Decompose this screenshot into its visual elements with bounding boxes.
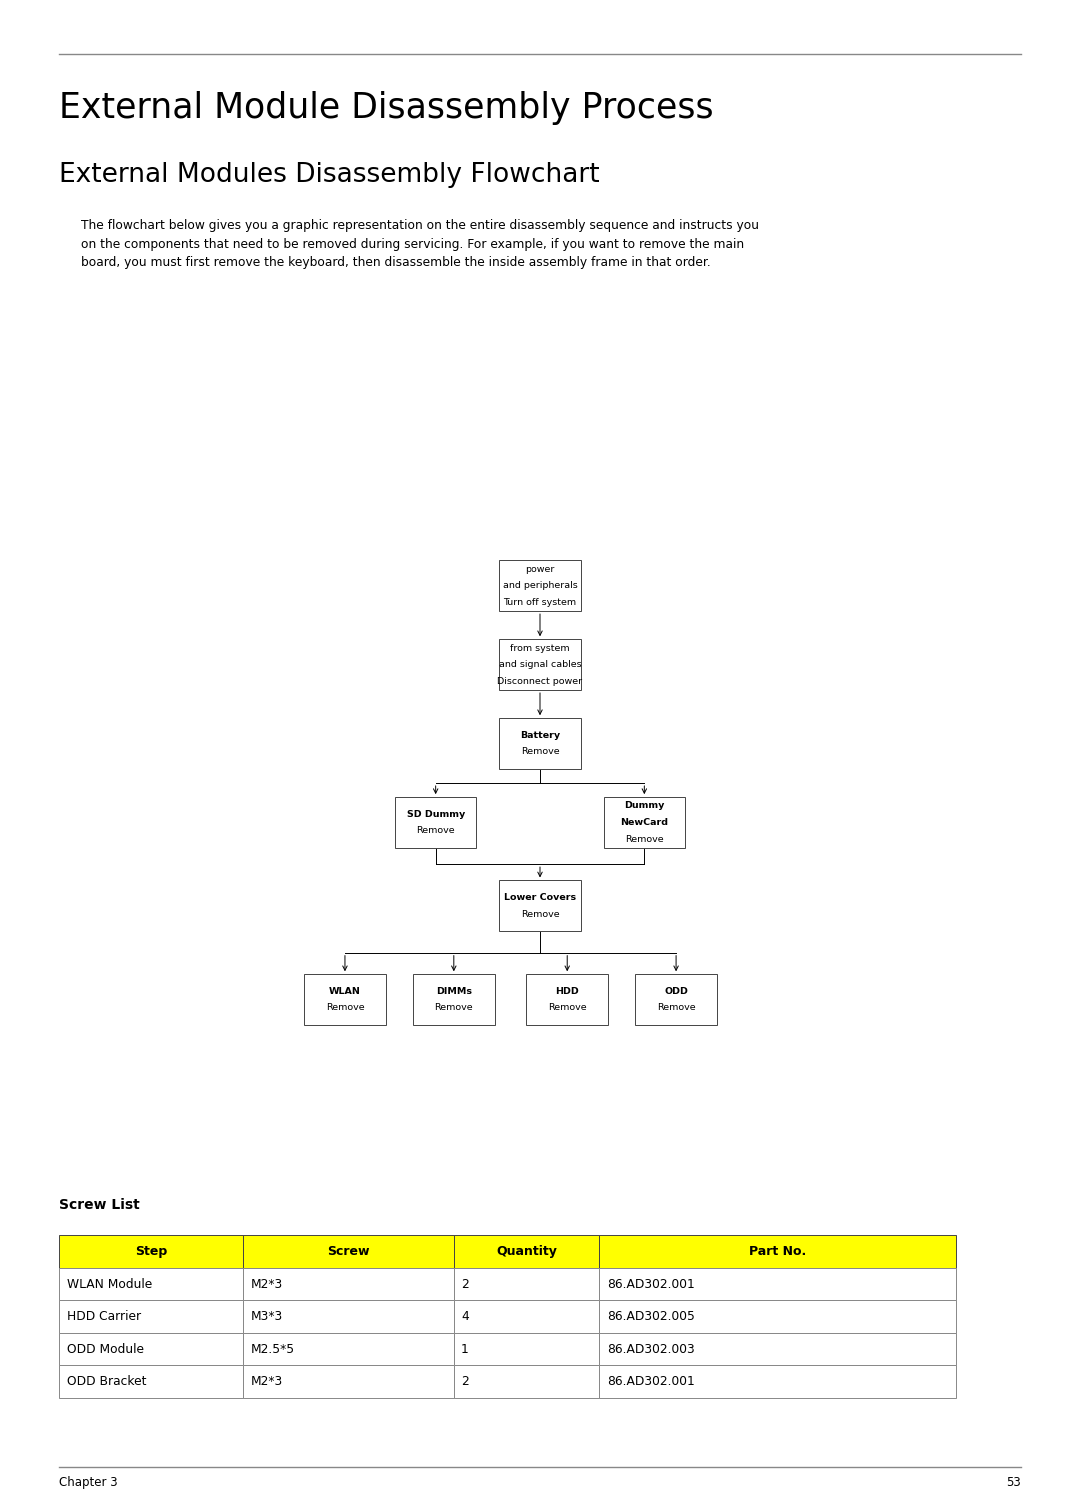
Text: M3*3: M3*3 bbox=[251, 1309, 283, 1323]
Text: Remove: Remove bbox=[417, 827, 455, 835]
Text: Chapter 3: Chapter 3 bbox=[59, 1476, 118, 1489]
Bar bbox=[243, 1300, 454, 1334]
Text: Remove: Remove bbox=[548, 1004, 586, 1013]
Bar bbox=[454, 1334, 599, 1365]
Text: Disconnect power: Disconnect power bbox=[498, 677, 582, 686]
Bar bbox=[243, 1267, 454, 1300]
Bar bbox=[499, 561, 581, 611]
Text: from system: from system bbox=[510, 644, 570, 653]
Bar bbox=[454, 1235, 599, 1267]
Text: 1: 1 bbox=[461, 1343, 469, 1356]
Text: DIMMs: DIMMs bbox=[436, 987, 472, 996]
Text: HDD Carrier: HDD Carrier bbox=[67, 1309, 141, 1323]
Text: 86.AD302.001: 86.AD302.001 bbox=[607, 1374, 694, 1388]
Bar bbox=[243, 1334, 454, 1365]
Text: Remove: Remove bbox=[657, 1004, 696, 1013]
Bar bbox=[499, 718, 581, 770]
Bar bbox=[454, 1267, 599, 1300]
Text: The flowchart below gives you a graphic representation on the entire disassembly: The flowchart below gives you a graphic … bbox=[81, 219, 759, 269]
Text: Remove: Remove bbox=[434, 1004, 473, 1013]
Bar bbox=[599, 1365, 956, 1397]
Bar bbox=[395, 797, 476, 848]
Text: Battery: Battery bbox=[519, 730, 561, 739]
Bar bbox=[599, 1300, 956, 1334]
Bar bbox=[243, 1235, 454, 1267]
Text: ODD Bracket: ODD Bracket bbox=[67, 1374, 147, 1388]
Text: Remove: Remove bbox=[521, 910, 559, 919]
Text: Screw: Screw bbox=[327, 1244, 369, 1258]
Text: and signal cables: and signal cables bbox=[499, 661, 581, 670]
Bar bbox=[599, 1267, 956, 1300]
Text: Remove: Remove bbox=[326, 1004, 364, 1013]
Text: SD Dummy: SD Dummy bbox=[406, 810, 464, 818]
Text: 2: 2 bbox=[461, 1374, 469, 1388]
Text: Remove: Remove bbox=[625, 835, 663, 844]
Text: 2: 2 bbox=[461, 1278, 469, 1291]
Bar bbox=[305, 974, 386, 1025]
Bar bbox=[413, 974, 495, 1025]
Text: 86.AD302.005: 86.AD302.005 bbox=[607, 1309, 694, 1323]
Bar bbox=[604, 797, 685, 848]
Text: Part No.: Part No. bbox=[748, 1244, 807, 1258]
Bar bbox=[59, 1267, 243, 1300]
Text: 53: 53 bbox=[1005, 1476, 1021, 1489]
Bar bbox=[59, 1235, 243, 1267]
Bar bbox=[59, 1334, 243, 1365]
Text: Turn off system: Turn off system bbox=[503, 597, 577, 606]
Bar bbox=[599, 1235, 956, 1267]
Text: 86.AD302.003: 86.AD302.003 bbox=[607, 1343, 694, 1356]
Text: ODD Module: ODD Module bbox=[67, 1343, 144, 1356]
Text: M2.5*5: M2.5*5 bbox=[251, 1343, 295, 1356]
Bar bbox=[499, 640, 581, 689]
Bar bbox=[59, 1365, 243, 1397]
Text: Screw List: Screw List bbox=[59, 1198, 140, 1211]
Text: WLAN Module: WLAN Module bbox=[67, 1278, 152, 1291]
Text: NewCard: NewCard bbox=[620, 818, 669, 827]
Bar bbox=[454, 1365, 599, 1397]
Text: 86.AD302.001: 86.AD302.001 bbox=[607, 1278, 694, 1291]
Text: Lower Covers: Lower Covers bbox=[504, 894, 576, 903]
Text: Remove: Remove bbox=[521, 747, 559, 756]
Bar bbox=[526, 974, 608, 1025]
Text: ODD: ODD bbox=[664, 987, 688, 996]
Text: 4: 4 bbox=[461, 1309, 469, 1323]
Bar bbox=[454, 1300, 599, 1334]
Bar bbox=[243, 1365, 454, 1397]
Bar bbox=[59, 1300, 243, 1334]
Text: Dummy: Dummy bbox=[624, 801, 664, 810]
Text: External Module Disassembly Process: External Module Disassembly Process bbox=[59, 91, 714, 124]
Text: External Modules Disassembly Flowchart: External Modules Disassembly Flowchart bbox=[59, 162, 600, 187]
Bar bbox=[499, 880, 581, 931]
Bar bbox=[635, 974, 717, 1025]
Text: M2*3: M2*3 bbox=[251, 1278, 283, 1291]
Text: power: power bbox=[525, 564, 555, 573]
Text: M2*3: M2*3 bbox=[251, 1374, 283, 1388]
Bar bbox=[599, 1334, 956, 1365]
Text: HDD: HDD bbox=[555, 987, 579, 996]
Text: and peripherals: and peripherals bbox=[502, 581, 578, 590]
Text: WLAN: WLAN bbox=[329, 987, 361, 996]
Text: Quantity: Quantity bbox=[496, 1244, 557, 1258]
Text: Step: Step bbox=[135, 1244, 167, 1258]
